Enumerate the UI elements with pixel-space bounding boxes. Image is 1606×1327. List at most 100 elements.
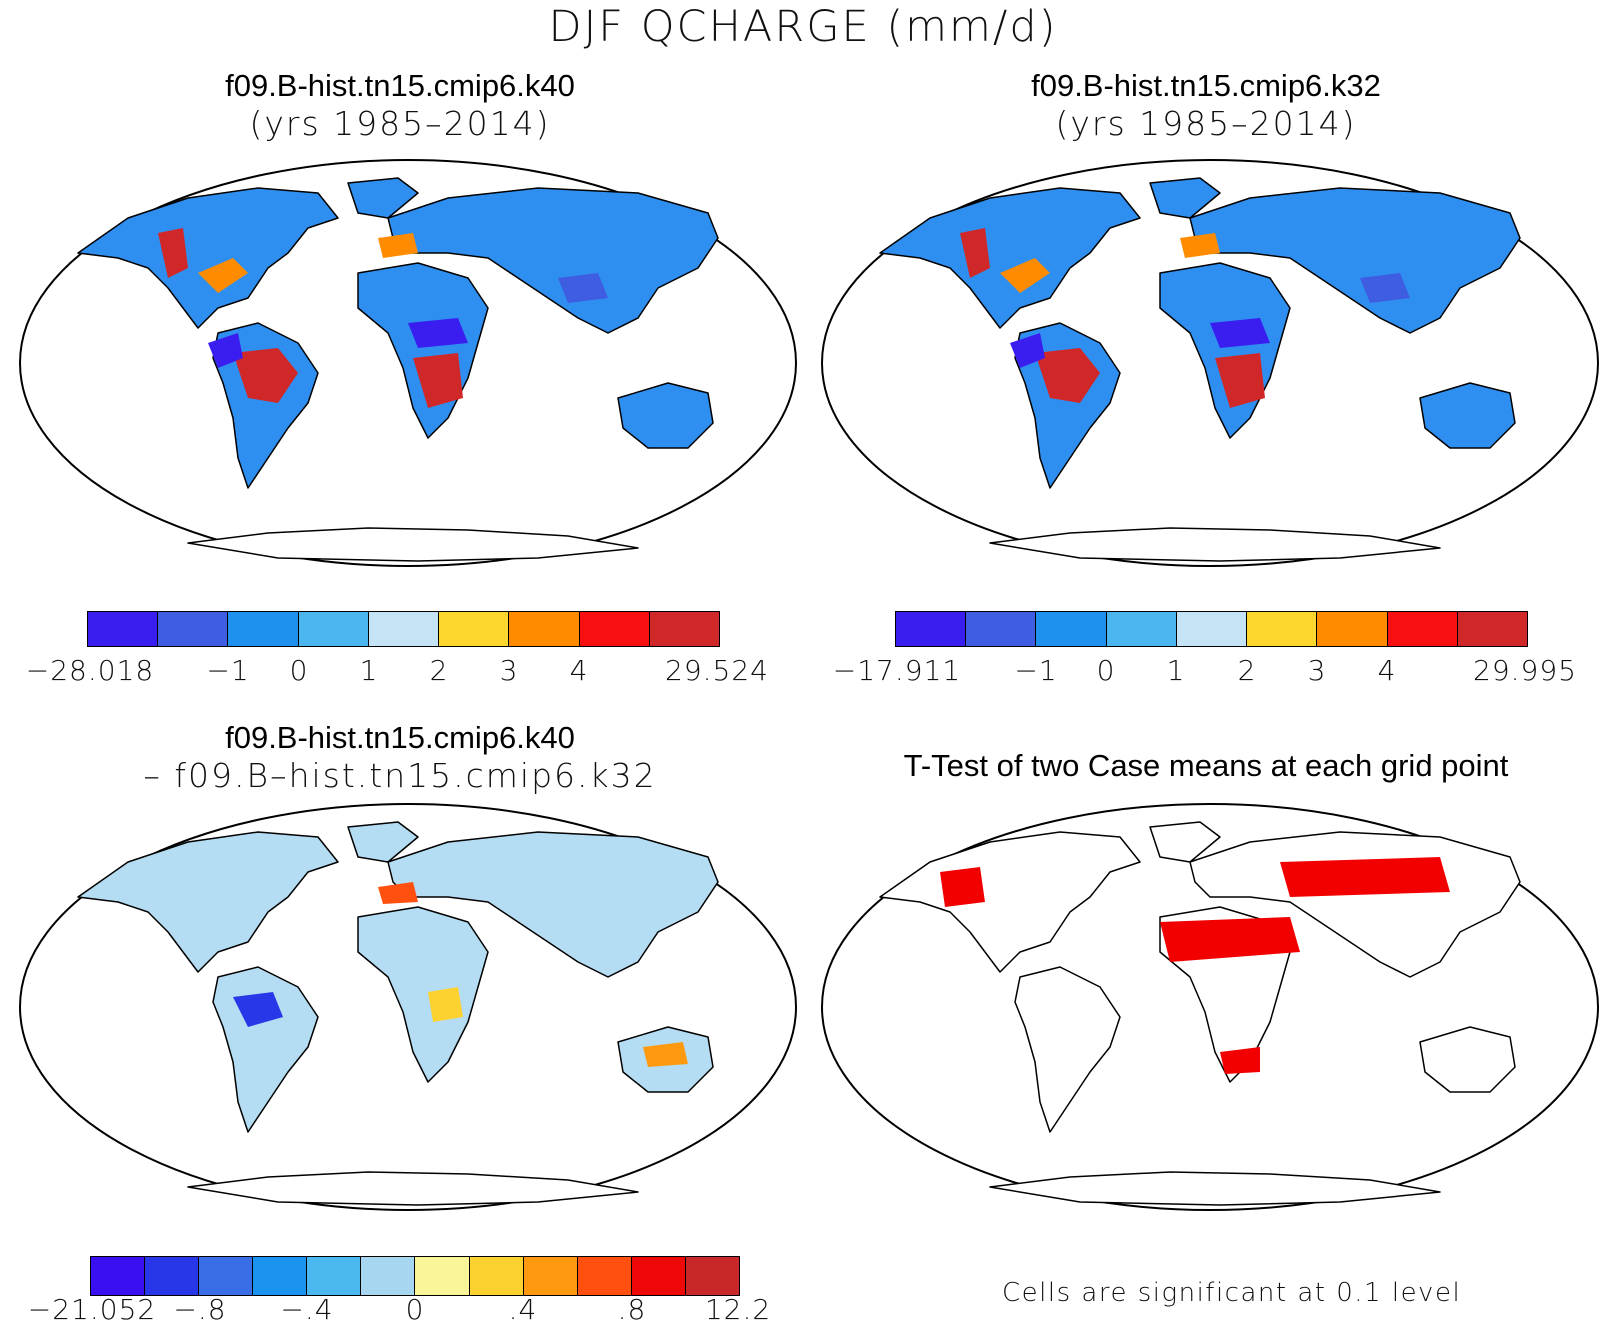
colorbar-swatch	[1387, 612, 1458, 646]
recharge-region	[408, 318, 468, 348]
continent-greenland	[1149, 177, 1221, 219]
colorbar-label: −17.911	[832, 654, 962, 687]
figure-title: DJF QCHARGE (mm/d)	[548, 2, 1058, 52]
colorbar-swatch	[415, 1257, 470, 1295]
colorbar-swatch	[469, 1257, 524, 1295]
map-top-right	[821, 159, 1599, 567]
colorbar-swatch	[685, 1257, 739, 1295]
colorbar-swatch	[361, 1257, 416, 1295]
continent-greenland	[1149, 821, 1221, 863]
significant-region	[1220, 1047, 1260, 1074]
colorbar-label: 4	[1377, 654, 1397, 687]
continent-north-america	[77, 187, 339, 329]
colorbar-swatch	[91, 1257, 146, 1295]
colorbar-swatch	[966, 612, 1037, 646]
continent-north-america	[879, 187, 1141, 329]
colorbar-label: −21.052	[27, 1293, 157, 1326]
difference-region	[378, 882, 418, 904]
colorbar-label: −1	[1014, 654, 1058, 687]
recharge-region	[413, 353, 463, 408]
recharge-region	[198, 258, 248, 293]
continent-antarctica	[989, 527, 1441, 562]
continent-australia	[617, 382, 714, 449]
panel-title-bottom-right: T-Test of two Case means at each grid po…	[806, 748, 1606, 784]
significant-region	[940, 867, 985, 907]
continent-eurasia	[1189, 187, 1521, 334]
continent-greenland	[347, 821, 419, 863]
continent-north-america	[77, 831, 339, 973]
colorbar-swatch	[631, 1257, 686, 1295]
colorbar-swatch	[577, 1257, 632, 1295]
colorbar-swatch	[1176, 612, 1248, 646]
panel-case-name: f09.B-hist.tn15.cmip6.k40	[225, 720, 575, 755]
colorbar-swatch	[1317, 612, 1388, 646]
colorbar-label: −1	[206, 654, 250, 687]
colorbar-label: 29.524	[665, 654, 769, 687]
continent-antarctica	[187, 527, 639, 562]
recharge-region	[1000, 258, 1050, 293]
recharge-region	[378, 233, 418, 258]
colorbar-swatch	[896, 612, 967, 646]
colorbar-label: 1	[359, 654, 379, 687]
colorbar-label: 2	[1237, 654, 1257, 687]
continent-eurasia	[387, 187, 719, 334]
continent-north-america	[879, 831, 1141, 973]
colorbar-top-right	[895, 611, 1528, 647]
map-bottom-left	[19, 803, 797, 1211]
significance-note: Cells are significant at 0.1 level	[1002, 1278, 1462, 1308]
panel-title-top-left: f09.B-hist.tn15.cmip6.k40 (yrs 1985–2014…	[0, 68, 800, 144]
continent-south-america	[1014, 966, 1121, 1133]
colorbar-swatch	[509, 612, 580, 646]
panel-case-name: f09.B-hist.tn15.cmip6.k40	[225, 68, 575, 103]
colorbar-label: 29.995	[1473, 654, 1577, 687]
recharge-region	[208, 333, 243, 368]
colorbar-swatch	[579, 612, 650, 646]
difference-region	[643, 1042, 688, 1067]
recharge-region	[1210, 318, 1270, 348]
colorbar-swatch	[368, 612, 440, 646]
colorbar-label: 12.2	[704, 1293, 772, 1326]
colorbar-label: 4	[569, 654, 589, 687]
ttest-title: T-Test of two Case means at each grid po…	[903, 748, 1509, 783]
colorbar-swatch	[158, 612, 229, 646]
colorbar-label: 3	[1307, 654, 1327, 687]
colorbar-label: 3	[499, 654, 519, 687]
colorbar-swatch	[1036, 612, 1107, 646]
colorbar-swatch	[1106, 612, 1177, 646]
continent-australia	[1419, 1026, 1516, 1093]
map-top-left	[19, 159, 797, 567]
colorbar-swatch	[649, 612, 719, 646]
colorbar-label: 0	[405, 1293, 425, 1326]
map-bottom-right	[821, 803, 1599, 1211]
colorbar-label: 0	[289, 654, 309, 687]
colorbar-swatch	[88, 612, 159, 646]
colorbar-swatch	[439, 612, 510, 646]
recharge-region	[558, 273, 608, 303]
colorbar-bottom	[90, 1256, 740, 1296]
recharge-region	[1035, 348, 1100, 403]
colorbar-swatch	[253, 1257, 308, 1295]
colorbar-swatch	[228, 612, 299, 646]
continent-africa	[357, 906, 489, 1083]
recharge-region	[233, 348, 298, 403]
colorbar-swatch	[523, 1257, 578, 1295]
colorbar-swatch	[1247, 612, 1318, 646]
recharge-region	[1360, 273, 1410, 303]
colorbar-label: .4	[508, 1293, 538, 1326]
colorbar-swatch	[307, 1257, 362, 1295]
colorbar-label: −.8	[173, 1293, 227, 1326]
panel-years: (yrs 1985–2014)	[1055, 104, 1357, 143]
colorbar-label: .8	[617, 1293, 647, 1326]
continent-greenland	[347, 177, 419, 219]
continent-australia	[1419, 382, 1516, 449]
colorbar-label: −28.018	[25, 654, 155, 687]
significant-region	[1160, 917, 1300, 962]
colorbar-swatch	[298, 612, 369, 646]
colorbar-swatch	[145, 1257, 200, 1295]
colorbar-label: 0	[1096, 654, 1116, 687]
colorbar-label: −.4	[280, 1293, 334, 1326]
difference-region	[428, 987, 463, 1022]
panel-title-bottom-left: f09.B-hist.tn15.cmip6.k40 – f09.B–hist.t…	[0, 720, 800, 796]
difference-region	[233, 992, 283, 1027]
panel-diff-case: – f09.B–hist.tn15.cmip6.k32	[143, 756, 657, 795]
